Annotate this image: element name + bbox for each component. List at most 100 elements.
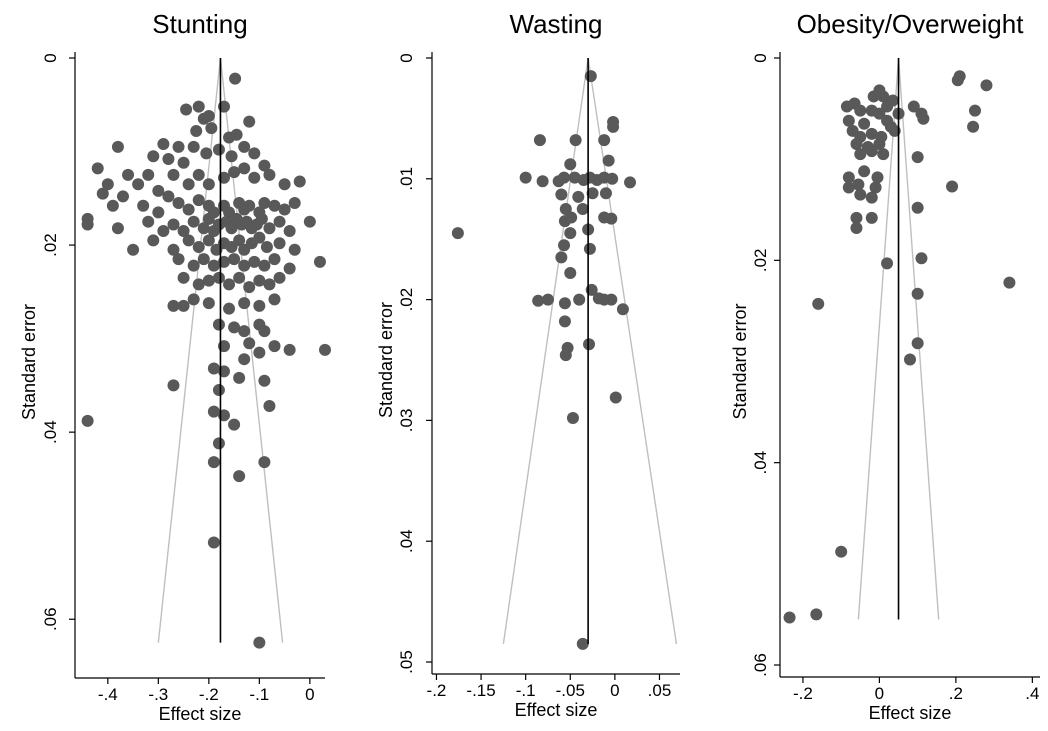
data-point [911,287,924,300]
data-point [951,74,964,87]
data-point [586,187,599,200]
data-point [605,293,618,306]
data-point [865,127,878,140]
data-point [888,124,901,137]
data-point [904,353,916,366]
data-point [248,171,261,184]
data-point [303,215,316,228]
data-point [162,190,175,203]
data-point [172,140,185,153]
data-point [202,178,215,191]
data-point [852,178,865,191]
data-point [877,90,890,103]
panel-title: Stunting [152,9,247,39]
data-point [212,437,225,450]
data-point [917,112,930,125]
data-point [842,181,855,194]
y-tick-label: .02 [397,288,416,312]
y-tick-label: .02 [41,233,60,257]
y-tick-label: .04 [41,420,60,444]
data-point [268,293,281,306]
data-point [783,611,796,624]
data-point [268,253,281,266]
data-point [911,151,924,164]
data-point [313,255,326,268]
data-point [111,140,124,153]
data-point [283,225,296,238]
data-point [812,297,825,310]
data-point [258,159,271,172]
data-point [192,240,205,253]
data-point [566,411,579,424]
data-point [532,294,545,307]
y-tick-label: .03 [397,409,416,433]
data-point [81,414,94,427]
data-point [319,343,331,356]
data-point [1003,276,1016,289]
x-tick-label: -.05 [556,681,585,700]
data-point [152,184,165,197]
data-point [228,321,241,334]
data-point [96,187,109,200]
data-point [243,199,256,212]
data-point [177,299,190,312]
data-point [558,315,571,328]
panel-title: Obesity/Overweight [797,9,1025,39]
data-point [167,379,180,392]
y-tick-label: .04 [397,529,416,553]
data-point [225,150,238,163]
data-point [233,371,246,384]
data-point [229,72,242,85]
data-point [850,221,863,234]
data-point [558,297,571,310]
data-point [190,124,203,137]
data-point [865,191,878,204]
data-point [192,168,205,181]
x-tick-label: .05 [648,681,672,700]
data-point [122,168,135,181]
data-point [197,222,210,235]
y-tick-label: .02 [751,249,770,273]
data-point [212,384,225,397]
data-point [253,274,266,287]
data-point [881,257,894,270]
data-point [132,178,145,191]
data-point [225,222,238,235]
x-tick-label: -.15 [466,681,495,700]
data-point [263,168,276,181]
data-point [980,79,993,92]
data-point [565,211,578,224]
data-point [223,278,236,291]
data-point [243,337,256,350]
data-point [207,362,220,375]
data-point [536,175,549,188]
data-point [616,303,629,316]
data-point [564,267,577,280]
data-point [177,225,190,238]
data-point [157,225,170,238]
data-point [263,222,276,235]
data-point [202,234,215,247]
data-point [182,178,195,191]
data-point [877,148,890,161]
data-point [177,271,190,284]
data-point [212,271,225,284]
data-point [238,259,251,272]
data-point [873,107,886,120]
x-axis-label: Effect size [869,703,952,723]
data-point [606,172,619,185]
data-point [573,293,586,306]
data-point [583,338,596,351]
data-point [564,227,577,240]
data-point [253,231,266,244]
data-point [854,148,867,161]
data-point [233,234,246,247]
data-point [207,536,220,549]
panel-2: Wasting 0 .01 .02 .03 .04 .05 -.2 -.15 -.1 -.05 0 .0… [376,9,680,720]
y-tick-label: .06 [751,653,770,677]
data-point [278,178,291,191]
x-tick-label: 0 [305,685,314,704]
x-tick-label: .2 [949,684,963,703]
data-point [969,104,981,117]
